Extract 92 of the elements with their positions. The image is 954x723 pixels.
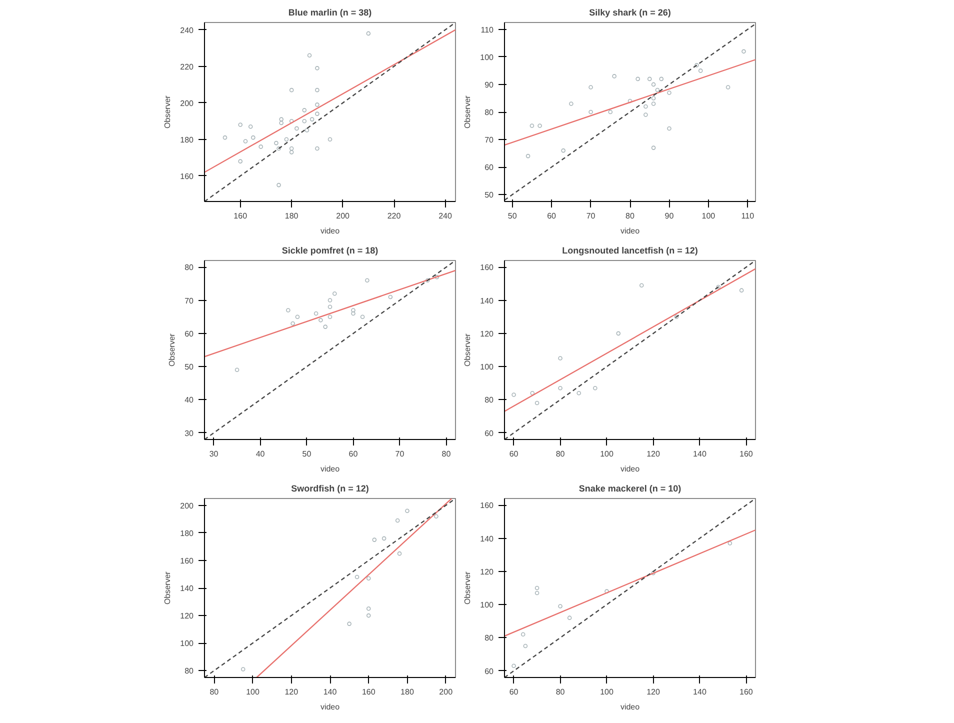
y-tick-label: 140 bbox=[480, 534, 494, 544]
x-tick-label: 100 bbox=[600, 450, 614, 458]
y-tick-label: 240 bbox=[180, 26, 194, 35]
y-tick-label: 80 bbox=[184, 263, 194, 272]
chart-title: Silky shark (n = 26) bbox=[589, 8, 671, 18]
y-tick-label: 180 bbox=[180, 135, 194, 144]
x-tick-label: 180 bbox=[284, 212, 299, 220]
y-tick-label: 120 bbox=[480, 567, 494, 576]
x-tick-label: 220 bbox=[387, 212, 402, 220]
y-tick-label: 160 bbox=[480, 501, 494, 510]
y-tick-label: 160 bbox=[180, 556, 194, 566]
x-tick-label: 50 bbox=[302, 450, 312, 458]
y-tick-label: 220 bbox=[180, 62, 194, 72]
x-tick-label: 60 bbox=[547, 212, 557, 220]
x-tick-label: 180 bbox=[400, 688, 414, 696]
y-axis-title: Observer bbox=[163, 571, 172, 604]
x-tick-label: 240 bbox=[438, 212, 452, 220]
y-tick-label: 120 bbox=[180, 612, 194, 621]
y-tick-label: 60 bbox=[184, 329, 194, 338]
x-tick-label: 200 bbox=[439, 688, 454, 696]
y-tick-label: 100 bbox=[480, 600, 494, 610]
y-tick-label: 140 bbox=[180, 584, 194, 593]
y-tick-label: 140 bbox=[480, 296, 494, 306]
y-tick-label: 100 bbox=[480, 362, 494, 372]
chart-title: Swordfish (n = 12) bbox=[291, 484, 369, 494]
y-tick-label: 40 bbox=[184, 396, 194, 405]
chart-title: Longsnouted lancetfish (n = 12) bbox=[562, 246, 698, 256]
y-tick-label: 80 bbox=[484, 396, 494, 405]
y-tick-label: 90 bbox=[484, 80, 494, 90]
x-axis-title: video bbox=[320, 226, 340, 236]
x-tick-label: 200 bbox=[336, 212, 350, 220]
y-tick-label: 160 bbox=[180, 172, 194, 181]
x-tick-label: 140 bbox=[323, 688, 338, 696]
x-axis-title: video bbox=[620, 702, 640, 712]
x-axis-title: video bbox=[320, 702, 340, 712]
chart-title: Blue marlin (n = 38) bbox=[288, 8, 372, 18]
chart-title: Sickle pomfret (n = 18) bbox=[282, 246, 378, 256]
y-tick-label: 80 bbox=[184, 666, 194, 676]
y-tick-label: 100 bbox=[180, 639, 194, 648]
y-tick-label: 100 bbox=[480, 52, 494, 62]
x-tick-label: 120 bbox=[646, 450, 660, 458]
x-tick-label: 80 bbox=[210, 688, 220, 696]
x-axis-title: video bbox=[320, 464, 340, 474]
x-tick-label: 80 bbox=[556, 450, 566, 458]
x-tick-label: 120 bbox=[284, 688, 299, 696]
x-tick-label: 120 bbox=[646, 688, 660, 696]
x-tick-label: 160 bbox=[234, 212, 248, 220]
x-tick-label: 60 bbox=[509, 450, 519, 458]
y-tick-label: 50 bbox=[484, 190, 494, 200]
x-tick-label: 70 bbox=[395, 450, 405, 458]
x-axis-title: video bbox=[620, 464, 640, 474]
x-tick-label: 140 bbox=[693, 688, 707, 696]
x-tick-label: 140 bbox=[693, 450, 707, 458]
y-axis-title: Observer bbox=[163, 95, 172, 128]
x-tick-label: 80 bbox=[626, 212, 635, 220]
y-tick-label: 160 bbox=[480, 263, 494, 272]
y-tick-label: 180 bbox=[180, 528, 194, 538]
x-tick-label: 40 bbox=[256, 450, 266, 458]
x-axis-title: video bbox=[620, 226, 640, 236]
y-tick-label: 60 bbox=[484, 666, 494, 676]
chart-title: Snake mackerel (n = 10) bbox=[578, 484, 682, 494]
y-tick-label: 60 bbox=[484, 428, 494, 438]
y-tick-label: 50 bbox=[184, 362, 194, 372]
y-tick-label: 200 bbox=[180, 98, 194, 108]
y-tick-label: 80 bbox=[484, 634, 494, 643]
y-tick-label: 110 bbox=[480, 25, 494, 34]
x-tick-label: 160 bbox=[740, 688, 754, 696]
x-tick-label: 60 bbox=[509, 688, 519, 696]
x-tick-label: 80 bbox=[442, 450, 452, 458]
y-tick-label: 80 bbox=[484, 108, 494, 117]
y-tick-label: 120 bbox=[480, 329, 494, 338]
x-tick-label: 160 bbox=[362, 688, 376, 696]
y-tick-label: 70 bbox=[484, 136, 494, 145]
x-tick-label: 50 bbox=[508, 212, 518, 220]
y-axis-title: Observer bbox=[463, 333, 472, 366]
x-tick-label: 160 bbox=[740, 450, 754, 458]
y-tick-label: 60 bbox=[484, 163, 494, 172]
y-tick-label: 70 bbox=[184, 296, 194, 306]
x-tick-label: 110 bbox=[741, 212, 755, 220]
x-tick-label: 100 bbox=[702, 212, 716, 220]
x-tick-label: 100 bbox=[246, 688, 260, 696]
y-tick-label: 30 bbox=[184, 428, 194, 438]
y-axis-title: Observer bbox=[168, 333, 177, 366]
x-tick-label: 60 bbox=[348, 450, 358, 458]
x-tick-label: 30 bbox=[209, 450, 219, 458]
x-tick-label: 90 bbox=[664, 212, 674, 220]
y-axis-title: Observer bbox=[463, 571, 472, 604]
x-tick-label: 70 bbox=[586, 212, 596, 220]
x-tick-label: 100 bbox=[600, 688, 614, 696]
y-tick-label: 200 bbox=[180, 501, 194, 510]
x-tick-label: 80 bbox=[556, 688, 566, 696]
y-axis-title: Observer bbox=[463, 95, 472, 128]
